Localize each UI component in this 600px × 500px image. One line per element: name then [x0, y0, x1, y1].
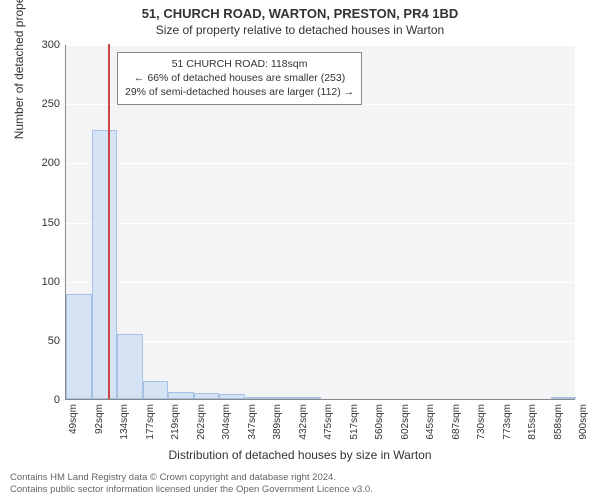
x-tick-label: 858sqm — [553, 404, 564, 446]
x-tick-label: 219sqm — [170, 404, 181, 446]
histogram-bar — [66, 294, 92, 399]
x-tick-label: 687sqm — [451, 404, 462, 446]
y-tick-label: 150 — [30, 217, 60, 229]
y-tick-label: 100 — [30, 276, 60, 288]
x-tick-label: 389sqm — [272, 404, 283, 446]
footer-line2: Contains public sector information licen… — [10, 484, 373, 496]
x-axis-label: Distribution of detached houses by size … — [0, 448, 600, 462]
footer-line1: Contains HM Land Registry data © Crown c… — [10, 472, 373, 484]
histogram-bar — [143, 381, 169, 399]
annotation-line: 51 CHURCH ROAD: 118sqm — [125, 57, 354, 71]
x-tick-label: 432sqm — [298, 404, 309, 446]
x-tick-label: 134sqm — [119, 404, 130, 446]
annotation-box: 51 CHURCH ROAD: 118sqm← 66% of detached … — [117, 52, 362, 105]
gridline — [66, 223, 575, 224]
histogram-bar — [92, 130, 118, 399]
y-tick-label: 250 — [30, 98, 60, 110]
histogram-bar — [245, 397, 271, 399]
x-tick-label: 92sqm — [94, 404, 105, 446]
plot-area: 51 CHURCH ROAD: 118sqm← 66% of detached … — [65, 45, 575, 400]
page-subtitle: Size of property relative to detached ho… — [0, 21, 600, 37]
y-tick-label: 300 — [30, 39, 60, 51]
x-tick-label: 815sqm — [527, 404, 538, 446]
gridline — [66, 163, 575, 164]
histogram-bar — [219, 394, 245, 399]
x-tick-label: 602sqm — [400, 404, 411, 446]
reference-line — [108, 44, 110, 399]
y-axis-label: Number of detached properties — [12, 0, 26, 139]
annotation-line: ← 66% of detached houses are smaller (25… — [125, 71, 354, 85]
footer-attribution: Contains HM Land Registry data © Crown c… — [10, 472, 373, 496]
y-tick-label: 0 — [30, 394, 60, 406]
x-tick-label: 517sqm — [349, 404, 360, 446]
page-title: 51, CHURCH ROAD, WARTON, PRESTON, PR4 1B… — [0, 0, 600, 21]
gridline — [66, 400, 575, 401]
x-tick-label: 645sqm — [425, 404, 436, 446]
histogram-bar — [296, 397, 322, 399]
histogram-bar — [551, 397, 577, 399]
x-tick-label: 475sqm — [323, 404, 334, 446]
histogram-bar — [194, 393, 220, 399]
y-tick-label: 50 — [30, 335, 60, 347]
x-tick-label: 304sqm — [221, 404, 232, 446]
x-tick-label: 347sqm — [247, 404, 258, 446]
histogram-bar — [168, 392, 194, 399]
x-tick-label: 177sqm — [145, 404, 156, 446]
x-tick-label: 730sqm — [476, 404, 487, 446]
gridline — [66, 282, 575, 283]
annotation-line: 29% of semi-detached houses are larger (… — [125, 85, 354, 99]
x-tick-label: 262sqm — [196, 404, 207, 446]
chart-container: 51, CHURCH ROAD, WARTON, PRESTON, PR4 1B… — [0, 0, 600, 500]
x-tick-label: 900sqm — [578, 404, 589, 446]
x-tick-label: 49sqm — [68, 404, 79, 446]
gridline — [66, 45, 575, 46]
x-tick-label: 560sqm — [374, 404, 385, 446]
histogram-bar — [270, 397, 296, 399]
histogram-bar — [117, 334, 143, 399]
y-tick-label: 200 — [30, 157, 60, 169]
x-tick-label: 773sqm — [502, 404, 513, 446]
